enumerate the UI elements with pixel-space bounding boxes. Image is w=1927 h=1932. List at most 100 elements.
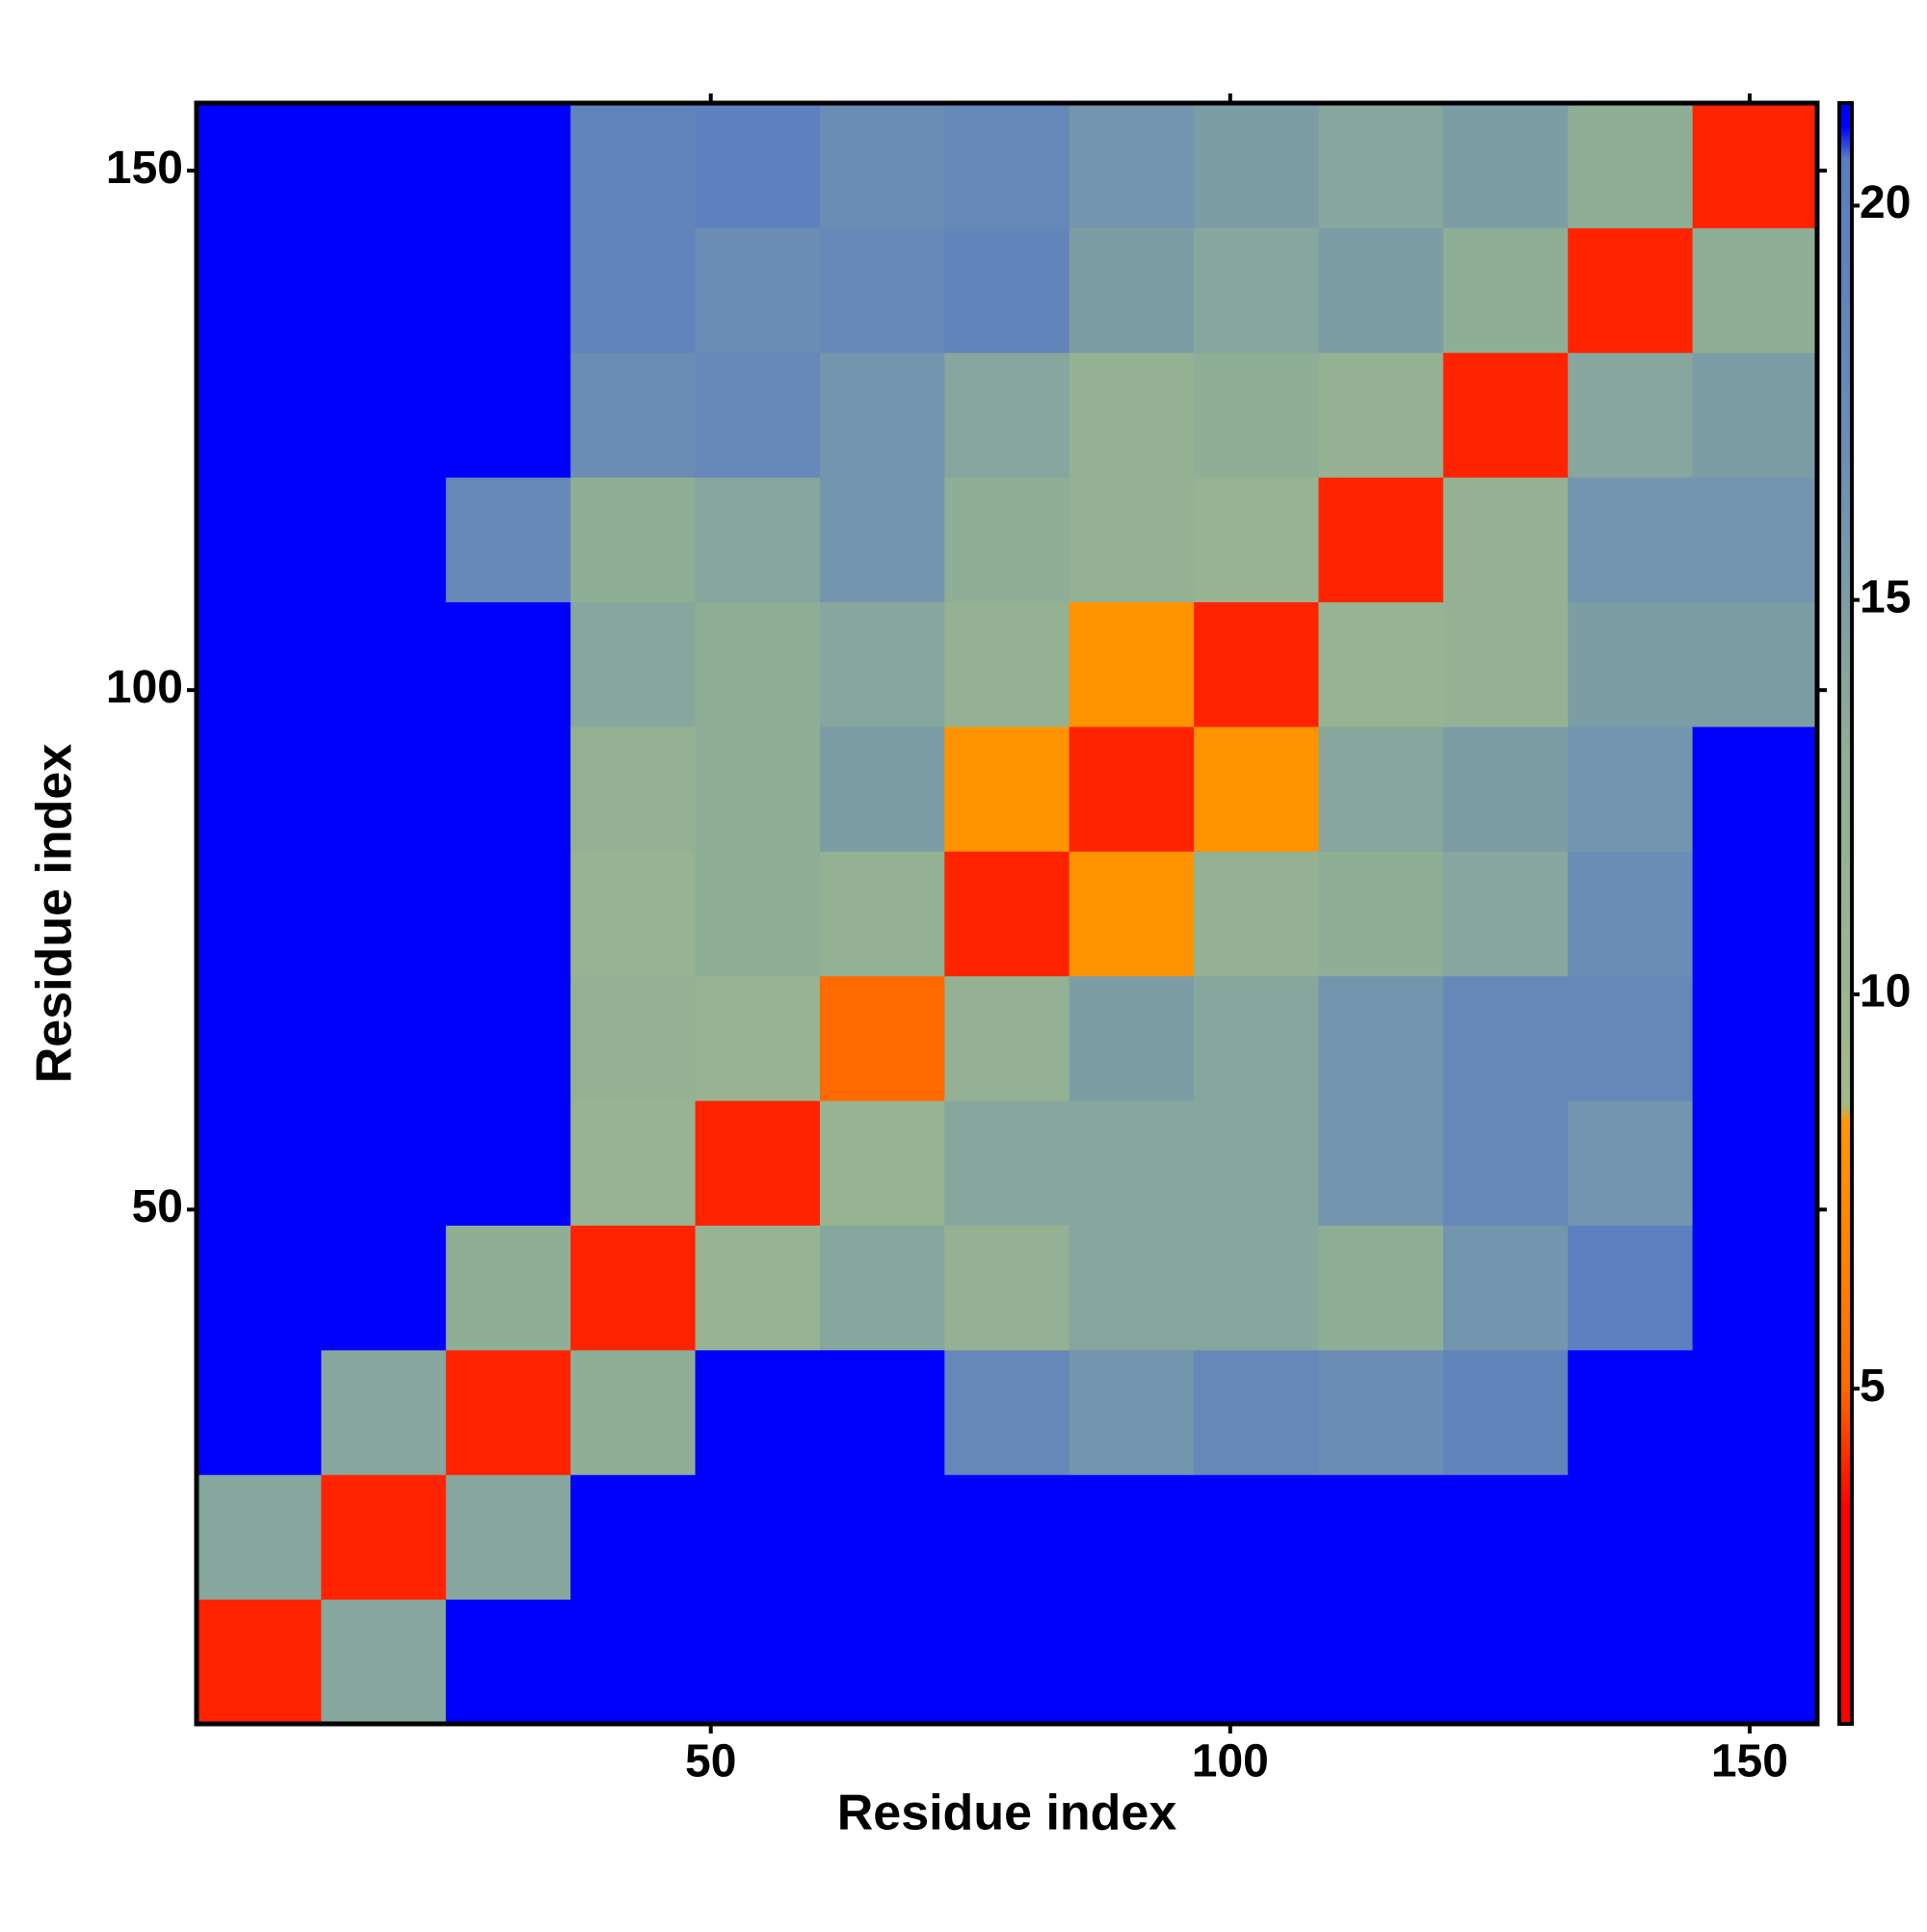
heatmap-cell: [445, 1599, 571, 1725]
heatmap-cell: [1194, 726, 1319, 852]
heatmap-cell: [1318, 227, 1444, 354]
heatmap-cell: [944, 1225, 1070, 1351]
heatmap-cell: [197, 726, 322, 852]
x-tick-label: 150: [1711, 1736, 1788, 1787]
heatmap-cell: [321, 1100, 447, 1226]
heatmap-cell: [1692, 1349, 1818, 1475]
heatmap-cell: [944, 352, 1070, 478]
heatmap-cell: [321, 601, 447, 728]
colorbar-tick-label: 5: [1860, 1361, 1886, 1412]
heatmap-cell: [1568, 352, 1694, 478]
heatmap-cell: [197, 601, 322, 728]
heatmap-cell: [1194, 1100, 1319, 1226]
heatmap-cell: [1194, 352, 1319, 478]
heatmap-cell: [570, 1100, 697, 1226]
heatmap-cell: [445, 1474, 571, 1601]
heatmap-cell: [1318, 103, 1444, 228]
heatmap-cell: [1568, 1349, 1694, 1475]
heatmap-cell: [197, 352, 322, 478]
heatmap-cell: [445, 477, 571, 603]
heatmap-cell: [695, 1474, 821, 1601]
x-axis-title: Residue index: [837, 1786, 1177, 1841]
heatmap-cell: [695, 227, 821, 354]
heatmap-cell: [1318, 1100, 1444, 1226]
heatmap-cell: [944, 851, 1070, 977]
heatmap-cell: [1692, 975, 1818, 1101]
heatmap-cell: [570, 726, 697, 852]
heatmap-cell: [1692, 227, 1818, 354]
heatmap-cell: [1069, 851, 1195, 977]
heatmap-cell: [944, 227, 1070, 354]
heatmap-cell: [1318, 601, 1444, 728]
heatmap-cell: [1568, 1100, 1694, 1226]
heatmap-cell: [197, 1100, 322, 1226]
heatmap-cell: [1442, 1349, 1569, 1475]
heatmap-cell: [1568, 601, 1694, 728]
heatmap-cell: [819, 1599, 945, 1725]
heatmap-cell: [1692, 1474, 1818, 1601]
heatmap-cell: [570, 352, 697, 478]
heatmap-cell: [445, 601, 571, 728]
heatmap-cell: [819, 1225, 945, 1351]
heatmap-cell: [1318, 1225, 1444, 1351]
heatmap-cell: [321, 726, 447, 852]
heatmap-cell: [1318, 726, 1444, 852]
heatmap-cell: [944, 601, 1070, 728]
heatmap-cell: [1194, 227, 1319, 354]
heatmap-cell: [819, 1349, 945, 1475]
heatmap-cell: [1194, 975, 1319, 1101]
heatmap-cell: [570, 851, 697, 977]
heatmap-cell: [197, 851, 322, 977]
heatmap-cell: [570, 1474, 697, 1601]
heatmap-cell: [695, 103, 821, 228]
heatmap-cell: [819, 227, 945, 354]
heatmap-cell: [1318, 975, 1444, 1101]
heatmap-cell: [819, 726, 945, 852]
heatmap-cell: [445, 352, 571, 478]
heatmap-cell: [1568, 477, 1694, 603]
heatmap-cell: [321, 227, 447, 354]
heatmap-cell: [1442, 477, 1569, 603]
heatmap-cell: [445, 975, 571, 1101]
heatmap-cell: [570, 601, 697, 728]
heatmap-cell: [1442, 1599, 1569, 1725]
heatmap-cell: [819, 975, 945, 1101]
heatmap-cell: [819, 851, 945, 977]
heatmap-cell: [944, 477, 1070, 603]
heatmap-cell: [1069, 227, 1195, 354]
heatmap-cell: [321, 1349, 447, 1475]
heatmap-cell: [819, 103, 945, 228]
heatmap-cell: [1069, 601, 1195, 728]
heatmap-cell: [197, 1599, 322, 1725]
heatmap-cell: [1194, 1599, 1319, 1725]
heatmap-cell: [819, 352, 945, 478]
heatmap-cell: [1069, 103, 1195, 228]
heatmap-cell: [695, 1599, 821, 1725]
heatmap-cell: [445, 851, 571, 977]
heatmap-cell: [1442, 975, 1569, 1101]
heatmap-cell: [1568, 726, 1694, 852]
heatmap-cell: [1069, 1599, 1195, 1725]
heatmap-cell: [445, 227, 571, 354]
heatmap-cell: [1442, 726, 1569, 852]
heatmap-cell: [1568, 1474, 1694, 1601]
heatmap-cell: [695, 601, 821, 728]
heatmap-cell: [944, 1100, 1070, 1226]
heatmap-cell: [695, 1100, 821, 1226]
heatmap-cell: [944, 726, 1070, 852]
heatmap-cell: [197, 1349, 322, 1475]
heatmap-cell: [695, 975, 821, 1101]
heatmap-cell: [321, 103, 447, 228]
heatmap-cell: [944, 103, 1070, 228]
heatmap-cell: [1692, 352, 1818, 478]
y-axis-title: Residue index: [27, 744, 83, 1084]
heatmap-cell: [819, 601, 945, 728]
heatmap-cell: [1692, 1599, 1818, 1725]
heatmap-cell: [1318, 1349, 1444, 1475]
heatmap-cell: [1069, 352, 1195, 478]
heatmap-cell: [321, 1474, 447, 1601]
heatmap-cell: [1069, 1349, 1195, 1475]
x-tick-label: 100: [1192, 1736, 1269, 1787]
